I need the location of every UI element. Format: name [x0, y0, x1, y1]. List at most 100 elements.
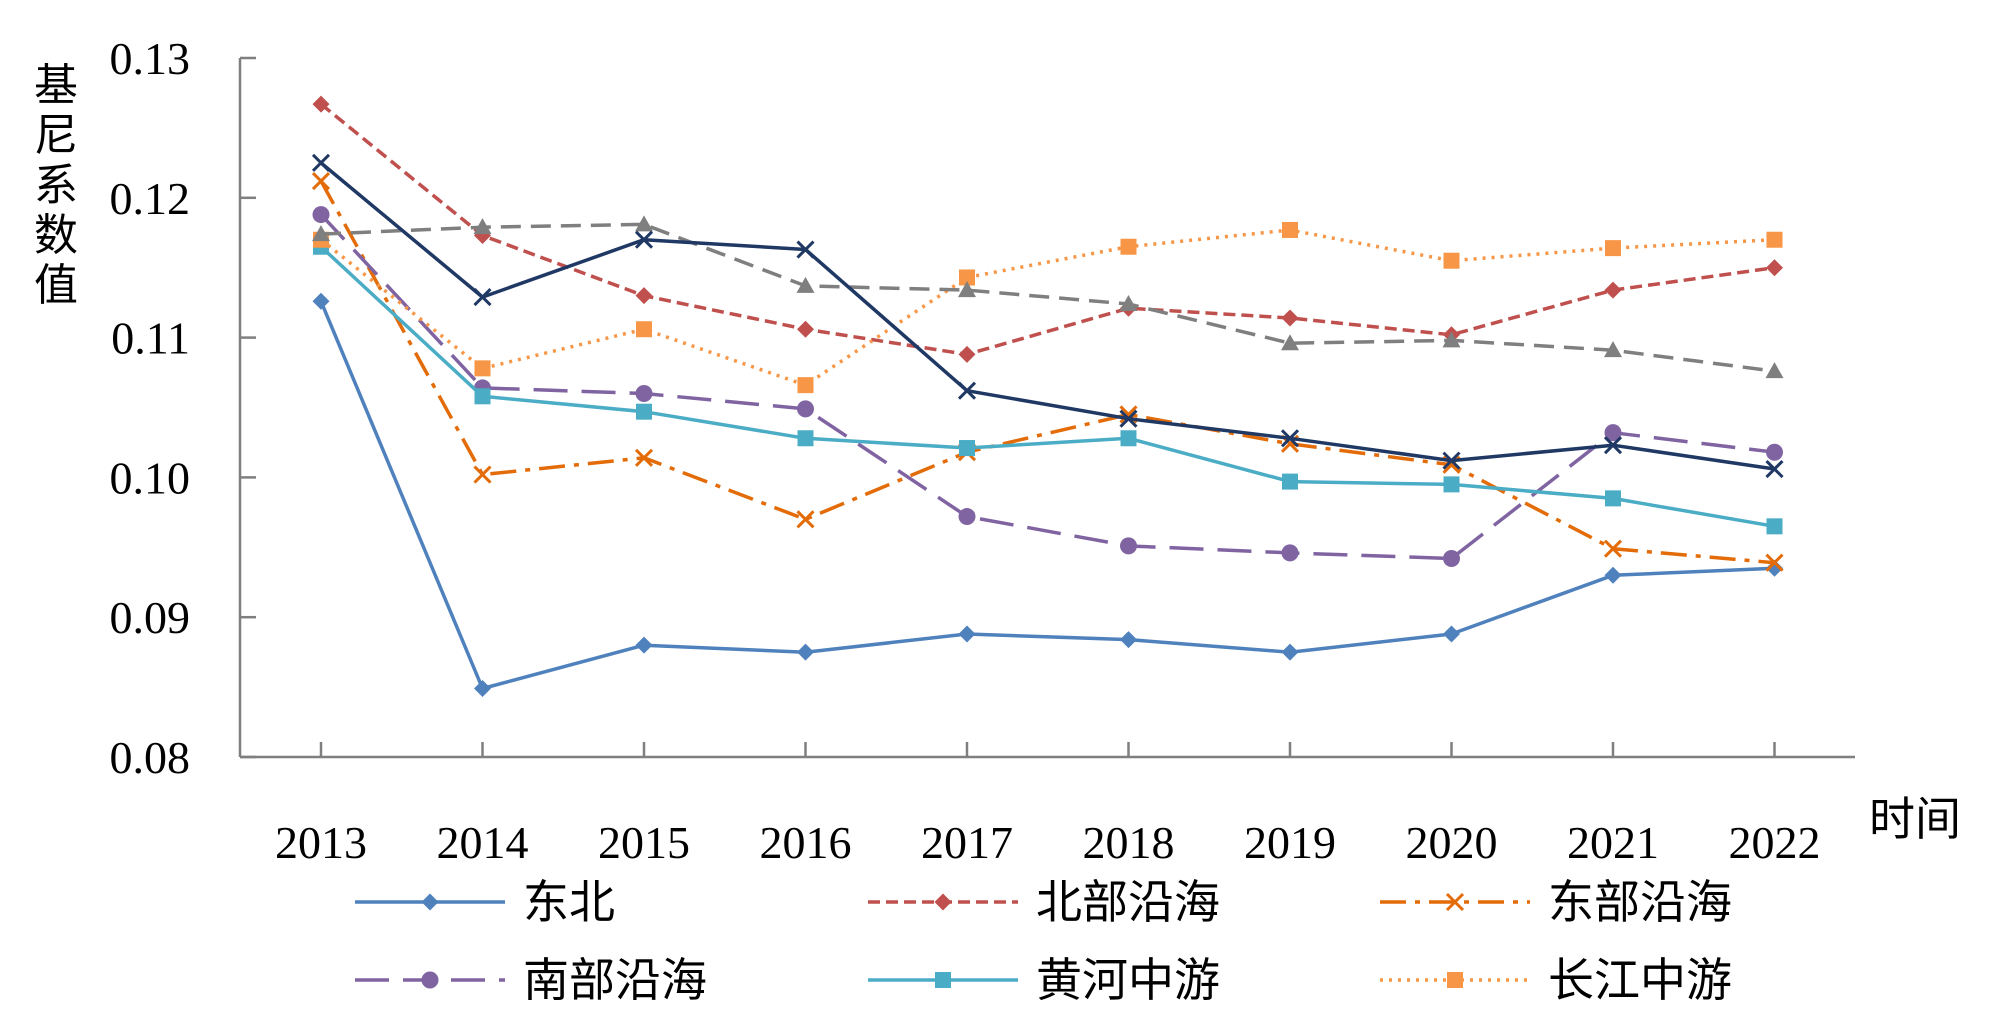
data-point — [1605, 490, 1621, 507]
y-tick-label: 0.13 — [110, 33, 191, 84]
series-line — [319, 180, 1775, 565]
series-南部沿海 — [312, 206, 1783, 567]
data-point — [312, 95, 330, 113]
data-point — [1604, 566, 1622, 584]
data-point — [958, 508, 976, 526]
data-point — [1766, 443, 1783, 461]
x-axis-ticks: 2013 2014 2015 2016 2017 2018 2019 2020 2021 2022 — [275, 742, 1821, 868]
x-axis-label: 时间 — [1869, 794, 1961, 845]
legend-label: 南部沿海 — [523, 955, 707, 1006]
data-point — [1120, 238, 1137, 255]
legend-swatch-marker — [421, 971, 439, 989]
legend-label: 长江中游 — [1548, 955, 1732, 1006]
data-point — [474, 388, 491, 405]
y-tick-label: 0.11 — [111, 313, 190, 364]
data-point — [959, 269, 975, 286]
data-point — [1442, 451, 1461, 470]
y-axis-label-char: 尼 — [34, 111, 78, 160]
data-point — [1765, 362, 1784, 379]
series-东部沿海 — [311, 171, 1784, 572]
data-point — [958, 345, 976, 363]
data-point — [797, 400, 814, 418]
legend-swatch-marker — [935, 972, 951, 988]
legend-item: 东部沿海 — [1380, 877, 1732, 928]
data-point — [312, 292, 330, 310]
data-point — [473, 465, 492, 484]
data-point — [634, 448, 654, 467]
data-point — [1281, 334, 1299, 351]
series-line — [319, 161, 1775, 471]
data-point — [1120, 430, 1137, 447]
x-tick-label: 2014 — [437, 817, 529, 868]
legend-label: 北部沿海 — [1036, 877, 1220, 928]
data-point — [1281, 544, 1299, 562]
data-point — [1604, 341, 1622, 358]
series-西部 — [311, 153, 1784, 479]
y-tick-label: 0.10 — [110, 452, 191, 503]
data-point — [1603, 539, 1623, 558]
series-北部沿海 — [312, 95, 1783, 363]
series-line — [320, 222, 1775, 373]
data-point — [1765, 553, 1784, 572]
legend-label: 东部沿海 — [1548, 877, 1732, 928]
data-point — [1443, 476, 1460, 493]
legend-item: 南部沿海 — [355, 955, 707, 1006]
y-axis-label-char: 系 — [34, 161, 78, 210]
data-point — [1120, 631, 1137, 649]
x-tick-label: 2021 — [1567, 817, 1659, 868]
y-axis-label-char: 数 — [34, 211, 78, 260]
data-point — [796, 240, 815, 259]
legend-label: 东北 — [523, 877, 615, 928]
data-point — [636, 321, 652, 338]
data-point — [1765, 459, 1784, 479]
series-黄河上游 — [312, 215, 1784, 379]
data-point — [1120, 537, 1137, 555]
data-point — [1281, 643, 1299, 661]
data-point — [635, 385, 653, 403]
y-tick-label: 0.08 — [110, 732, 191, 783]
data-point — [1281, 309, 1299, 327]
data-point — [1604, 424, 1622, 442]
x-tick-label: 2015 — [598, 817, 690, 868]
legend-swatch-marker — [934, 893, 952, 911]
data-point — [958, 625, 976, 643]
legend-swatch-marker — [1447, 972, 1463, 988]
data-point — [473, 218, 492, 235]
data-point — [797, 377, 814, 394]
x-tick-label: 2019 — [1244, 817, 1336, 868]
data-point — [1443, 252, 1460, 269]
data-point — [797, 320, 814, 338]
series-line — [319, 213, 1775, 561]
y-axis-label-char: 值 — [34, 261, 78, 310]
series-东北 — [312, 292, 1783, 697]
data-point — [796, 510, 815, 529]
x-tick-label: 2022 — [1729, 817, 1821, 868]
data-point — [635, 636, 653, 654]
data-point — [797, 643, 814, 661]
legend-item: 长江中游 — [1380, 955, 1732, 1006]
data-point — [312, 225, 330, 242]
legend-item: 东北 — [355, 877, 615, 928]
y-axis-label-char: 基 — [34, 61, 78, 110]
data-point — [1605, 240, 1621, 257]
data-point — [1766, 259, 1783, 277]
series-group — [311, 95, 1784, 697]
data-point — [796, 276, 815, 293]
series-line — [319, 228, 1775, 387]
data-point — [797, 430, 814, 447]
y-axis-ticks: 0.08 0.09 0.10 0.11 0.12 0.13 — [110, 33, 256, 783]
data-point — [474, 679, 491, 697]
legend-item: 北部沿海 — [868, 877, 1220, 928]
axes — [238, 58, 1855, 759]
data-point — [1766, 231, 1783, 248]
legend-swatch-marker — [1445, 892, 1465, 912]
data-point — [1603, 436, 1623, 455]
data-point — [1442, 331, 1461, 348]
data-point — [311, 171, 331, 191]
data-point — [1119, 409, 1138, 428]
data-point — [474, 360, 491, 377]
data-point — [1282, 221, 1298, 238]
data-point — [1766, 518, 1783, 535]
